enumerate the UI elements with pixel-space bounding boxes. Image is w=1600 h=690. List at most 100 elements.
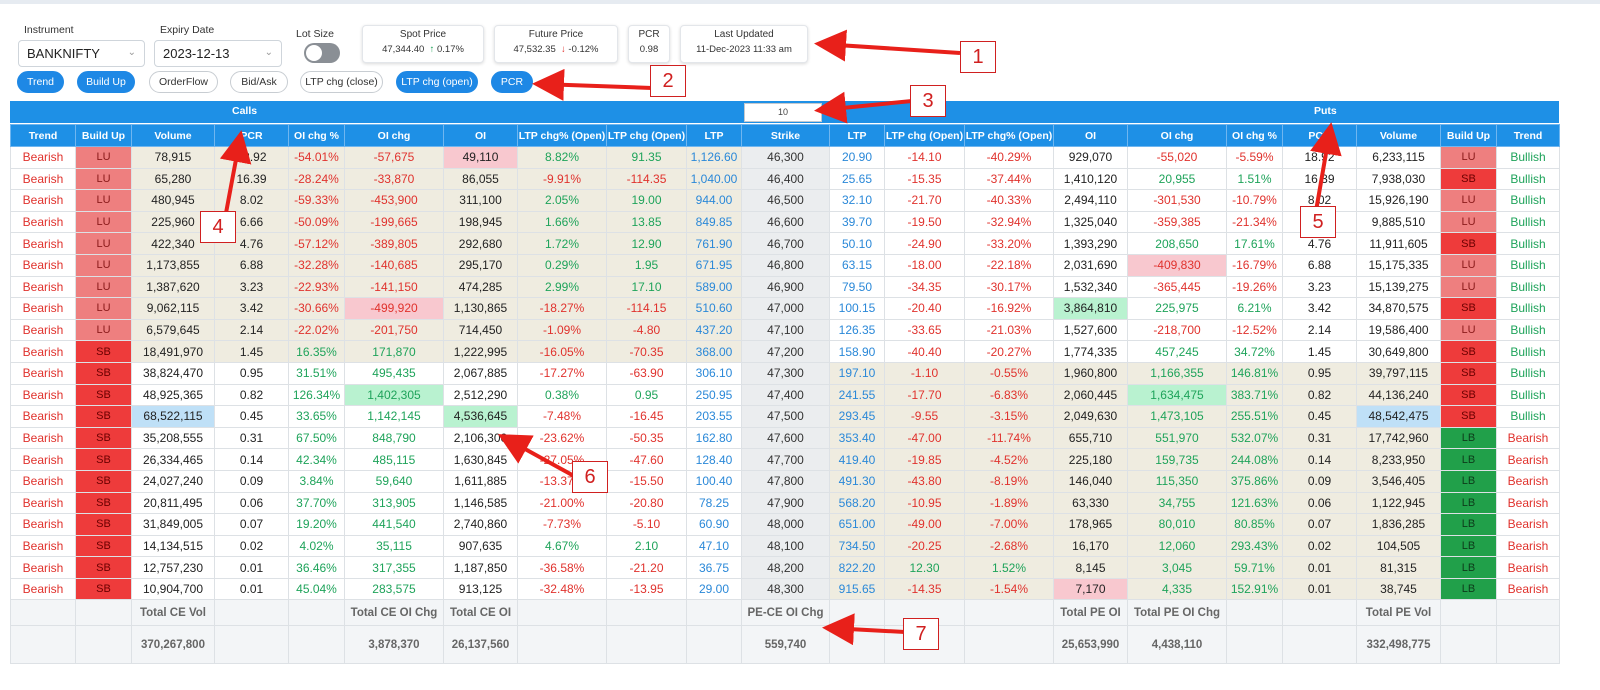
col-header-put-oi-chg[interactable]: OI chg bbox=[1127, 124, 1227, 147]
cell-put-build-up: LU bbox=[1440, 253, 1497, 277]
col-header-call-trend[interactable]: Trend bbox=[10, 124, 76, 147]
cell-call-trend: Bearish bbox=[10, 189, 76, 212]
table-row[interactable]: Bearish LU 9,062,115 3.42 -30.66% -499,920 1,1… bbox=[10, 297, 1560, 320]
col-header-put-ltp-chg-pct-open[interactable]: LTP chg% (Open) bbox=[964, 124, 1054, 147]
col-header-strike[interactable]: Strike bbox=[741, 124, 830, 147]
col-header-put-build-up[interactable]: Build Up bbox=[1440, 124, 1497, 147]
cell-call-volume: 48,925,365 bbox=[131, 383, 215, 407]
cell-put-oi: 146,040 bbox=[1053, 469, 1128, 493]
strike-count-input[interactable]: 10 bbox=[744, 103, 822, 122]
cell-put-pcr: 3.42 bbox=[1282, 297, 1357, 320]
table-row[interactable]: Bearish SB 31,849,005 0.07 19.20% 441,540 2,74… bbox=[10, 513, 1560, 536]
table-row[interactable]: Bearish SB 68,522,115 0.45 33.65% 1,142,145 4,… bbox=[10, 405, 1560, 428]
cell-put-volume: 19,586,400 bbox=[1356, 318, 1441, 342]
table-row[interactable]: Bearish SB 38,824,470 0.95 31.51% 495,435 2,06… bbox=[10, 361, 1560, 385]
tab-bid-ask[interactable]: Bid/Ask bbox=[230, 71, 288, 93]
col-header-call-pcr[interactable]: PCR bbox=[214, 124, 289, 147]
col-header-put-oi-chg-pct[interactable]: OI chg % bbox=[1226, 124, 1283, 147]
cell-call-trend: Bearish bbox=[10, 383, 76, 407]
cell-put-trend: Bearish bbox=[1496, 577, 1560, 601]
cell-put-oi: 63,330 bbox=[1053, 491, 1128, 515]
col-header-call-oi[interactable]: OI bbox=[443, 124, 518, 147]
cell-put-oi-chg-pct: -12.52% bbox=[1226, 318, 1283, 342]
table-row[interactable]: Bearish SB 26,334,465 0.14 42.34% 485,115 1,63… bbox=[10, 448, 1560, 471]
expiry-select[interactable]: 2023-12-13 ⌄ bbox=[154, 40, 282, 67]
total-pe-oi: 25,653,990 bbox=[1053, 625, 1128, 665]
col-header-call-ltp[interactable]: LTP bbox=[686, 124, 742, 147]
tab-trend[interactable]: Trend bbox=[17, 71, 64, 93]
cell-put-ltp-chg-open: -20.40 bbox=[884, 297, 965, 320]
cell-put-ltp-chg-pct-open: -33.20% bbox=[964, 232, 1054, 255]
table-row[interactable]: Bearish SB 10,904,700 0.01 45.04% 283,575 913,… bbox=[10, 577, 1560, 601]
table-row[interactable]: Bearish SB 12,757,230 0.01 36.46% 317,355 1,18… bbox=[10, 556, 1560, 579]
table-row[interactable]: Bearish SB 20,811,495 0.06 37.70% 313,905 1,14… bbox=[10, 491, 1560, 515]
spot-price-title: Spot Price bbox=[399, 29, 447, 40]
instrument-label: Instrument bbox=[24, 24, 74, 36]
cell-call-ltp-chg-open: -50.35 bbox=[606, 426, 687, 450]
cell-put-ltp: 353.40 bbox=[829, 426, 885, 450]
cell-put-pcr: 0.31 bbox=[1282, 426, 1357, 450]
table-row[interactable]: Bearish SB 35,208,555 0.31 67.50% 848,790 2,10… bbox=[10, 426, 1560, 450]
cell-call-oi-chg-pct: -30.66% bbox=[288, 297, 345, 320]
col-header-call-ltp-chg-open[interactable]: LTP chg (Open) bbox=[606, 124, 687, 147]
cell-put-pcr: 6.88 bbox=[1282, 253, 1357, 277]
cell-call-ltp-chg-pct-open: -7.73% bbox=[517, 513, 607, 536]
col-header-put-pcr[interactable]: PCR bbox=[1282, 124, 1357, 147]
cell-put-oi-chg-pct: 17.61% bbox=[1226, 232, 1283, 255]
table-row[interactable]: Bearish SB 18,491,970 1.45 16.35% 171,870 1,22… bbox=[10, 340, 1560, 363]
table-row[interactable]: Bearish LU 225,960 6.66 -50.09% -199,665 198,9… bbox=[10, 210, 1560, 234]
cell-call-ltp-chg-open: -13.95 bbox=[606, 577, 687, 601]
table-row[interactable]: Bearish LU 1,387,620 3.23 -22.93% -141,150 474… bbox=[10, 275, 1560, 299]
cell-put-volume: 38,745 bbox=[1356, 577, 1441, 601]
total-ce-oichg-label: Total CE OI Chg bbox=[344, 599, 444, 627]
table-row[interactable]: Bearish LU 78,915 18.92 -54.01% -57,675 49,110… bbox=[10, 146, 1560, 169]
instrument-select[interactable]: BANKNIFTY ⌄ bbox=[18, 40, 145, 67]
cell-put-ltp-chg-pct-open: -0.55% bbox=[964, 361, 1054, 385]
tab-orderflow[interactable]: OrderFlow bbox=[149, 71, 218, 93]
tab-ltp-chg-close[interactable]: LTP chg (close) bbox=[300, 71, 383, 93]
tab-ltp-chg-open[interactable]: LTP chg (open) bbox=[396, 71, 478, 93]
cell-strike: 46,900 bbox=[741, 275, 830, 299]
col-header-call-oi-chg-pct[interactable]: OI chg % bbox=[288, 124, 345, 147]
table-row[interactable]: Bearish SB 24,027,240 0.09 3.84% 59,640 1,611,… bbox=[10, 469, 1560, 493]
cell-call-volume: 12,757,230 bbox=[131, 556, 215, 579]
col-header-put-volume[interactable]: Volume bbox=[1356, 124, 1441, 147]
col-header-put-ltp-chg-open[interactable]: LTP chg (Open) bbox=[884, 124, 965, 147]
col-header-call-oi-chg[interactable]: OI chg bbox=[344, 124, 444, 147]
table-row[interactable]: Bearish SB 14,134,515 0.02 4.02% 35,115 907,63… bbox=[10, 534, 1560, 558]
cell-call-ltp-chg-pct-open: 2.05% bbox=[517, 189, 607, 212]
col-header-put-oi[interactable]: OI bbox=[1053, 124, 1128, 147]
table-row[interactable]: Bearish LU 6,579,645 2.14 -22.02% -201,750 714… bbox=[10, 318, 1560, 342]
cell-call-trend: Bearish bbox=[10, 167, 76, 191]
col-header-put-ltp[interactable]: LTP bbox=[829, 124, 885, 147]
cell-put-pcr: 0.01 bbox=[1282, 556, 1357, 579]
tab-pcr[interactable]: PCR bbox=[491, 71, 533, 93]
lot-size-toggle[interactable] bbox=[304, 43, 340, 63]
col-header-call-volume[interactable]: Volume bbox=[131, 124, 215, 147]
table-row[interactable]: Bearish LU 65,280 16.39 -28.24% -33,870 86,055… bbox=[10, 167, 1560, 191]
cell-put-oi-chg: 4,335 bbox=[1127, 577, 1227, 601]
pcr-value: 0.98 bbox=[639, 44, 659, 55]
expiry-label: Expiry Date bbox=[160, 24, 215, 36]
col-header-call-ltp-chg-pct-open[interactable]: LTP chg% (Open) bbox=[517, 124, 607, 147]
table-row[interactable]: Bearish LU 422,340 4.76 -57.12% -389,805 292,6… bbox=[10, 232, 1560, 255]
cell-strike: 48,200 bbox=[741, 556, 830, 579]
cell-call-ltp: 250.95 bbox=[686, 383, 742, 407]
cell-call-build-up: LU bbox=[75, 275, 132, 299]
cell-call-volume: 18,491,970 bbox=[131, 340, 215, 363]
cell-put-volume: 15,926,190 bbox=[1356, 189, 1441, 212]
cell-call-ltp: 100.40 bbox=[686, 469, 742, 493]
cell-put-ltp: 100.15 bbox=[829, 297, 885, 320]
cell-put-ltp-chg-pct-open: -4.52% bbox=[964, 448, 1054, 471]
col-header-call-build-up[interactable]: Build Up bbox=[75, 124, 132, 147]
total-pe-vol: 332,498,775 bbox=[1356, 625, 1441, 665]
cell-put-trend: Bearish bbox=[1496, 513, 1560, 536]
col-header-put-trend[interactable]: Trend bbox=[1496, 124, 1560, 147]
cell-call-oi-chg-pct: 42.34% bbox=[288, 448, 345, 471]
table-row[interactable]: Bearish LU 480,945 8.02 -59.33% -453,900 311,1… bbox=[10, 189, 1560, 212]
cell-call-build-up: SB bbox=[75, 556, 132, 579]
table-row[interactable]: Bearish SB 48,925,365 0.82 126.34% 1,402,305 2… bbox=[10, 383, 1560, 407]
table-row[interactable]: Bearish LU 1,173,855 6.88 -32.28% -140,685 295… bbox=[10, 253, 1560, 277]
cell-call-oi-chg-pct: -32.28% bbox=[288, 253, 345, 277]
tab-build-up[interactable]: Build Up bbox=[77, 71, 135, 93]
